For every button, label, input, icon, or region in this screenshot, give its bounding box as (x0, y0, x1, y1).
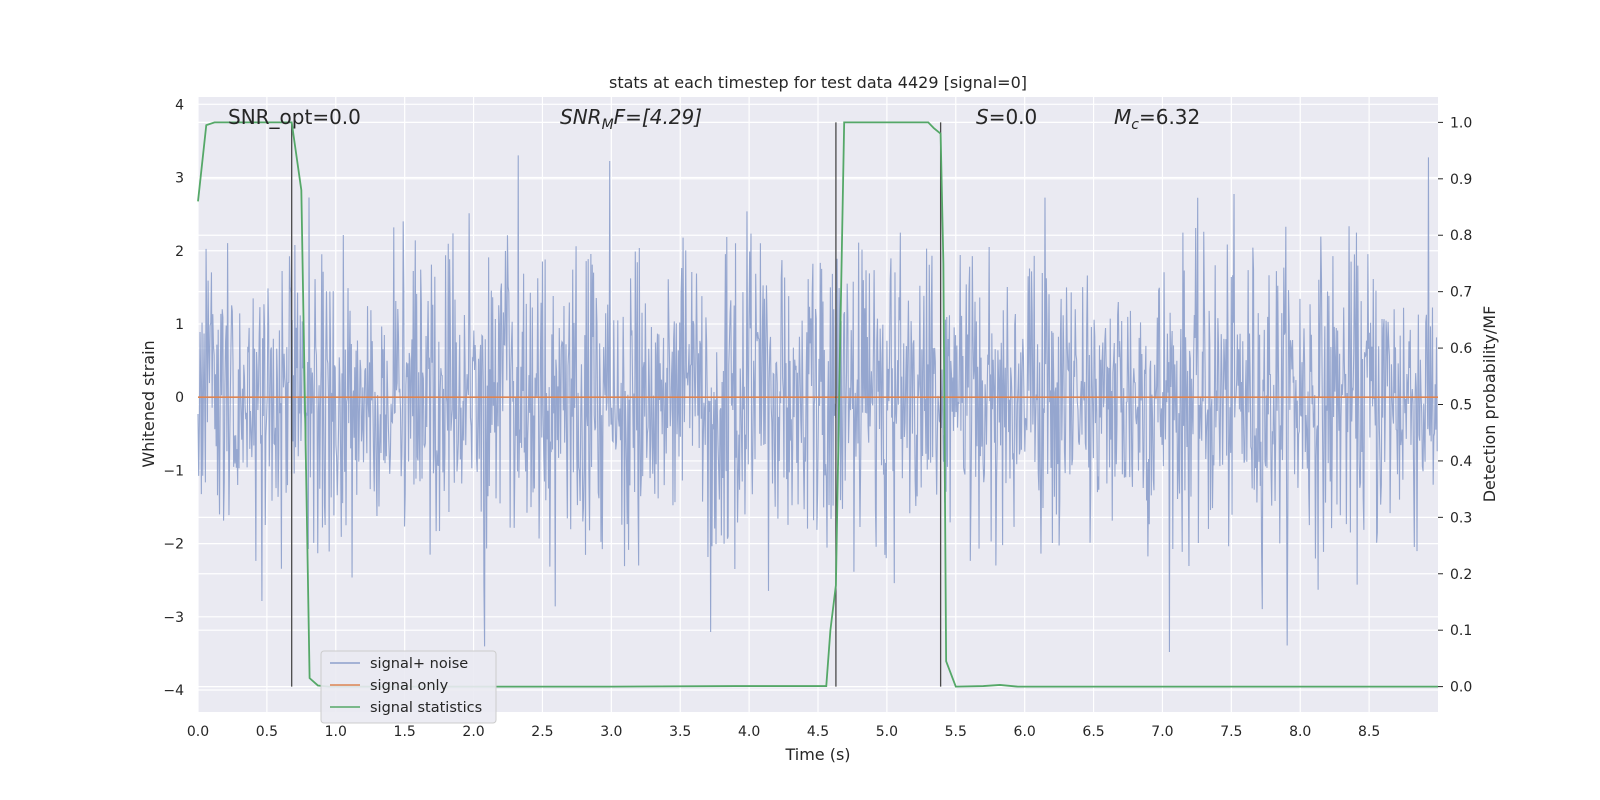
x-tick-label: 7.0 (1151, 724, 1173, 740)
x-tick-label: 2.0 (462, 724, 484, 740)
y-tick-label: 3 (175, 171, 184, 187)
y2-tick-label: 0.0 (1450, 680, 1472, 696)
annotation-snr-mf: SNRMF=[4.29] (560, 105, 702, 133)
x-axis-title: Time (s) (784, 745, 850, 764)
y2-axis-title: Detection probability/MF (1480, 306, 1499, 503)
legend-label-signal-only: signal only (370, 678, 449, 694)
annotation-snr-opt: SNR_opt=0.0 (228, 105, 361, 129)
vertical-markers (291, 122, 942, 687)
x-tick-label: 0.5 (256, 724, 278, 740)
x-tick-label: 5.0 (876, 724, 898, 740)
signal-noise-line (197, 155, 1438, 653)
x-tick-label: 1.0 (325, 724, 347, 740)
y2-tick-label: 1.0 (1450, 115, 1472, 131)
x-tick-label: 4.5 (807, 724, 829, 740)
y-tick-label: −2 (163, 537, 184, 553)
x-tick-label: 8.0 (1289, 724, 1311, 740)
y2-tick-label: 0.6 (1450, 341, 1472, 357)
y-tick-label: −1 (163, 463, 184, 479)
signal-statistics-line (197, 121, 1438, 688)
y-axis-title: Whitened strain (139, 340, 158, 467)
annotation-mc: Mc=6.32 (1114, 105, 1200, 133)
y-tick-label: 2 (175, 244, 184, 260)
y2-tick-label: 0.4 (1450, 454, 1472, 470)
y2-tick-label: 0.5 (1450, 398, 1472, 414)
legend: signal+ noise signal only signal statist… (320, 650, 497, 724)
x-tick-label: 6.5 (1082, 724, 1104, 740)
y2-tick-label: 0.9 (1450, 172, 1472, 188)
x-tick-label: 3.5 (669, 724, 691, 740)
y-tick-labels: −4 −3 −2 −1 0 1 2 3 4 (163, 97, 184, 699)
x-tick-label: 2.5 (531, 724, 553, 740)
signal-noise-series (197, 155, 1438, 653)
legend-box (320, 650, 497, 724)
y-tick-label: −4 (163, 683, 184, 699)
y-tick-label: −3 (163, 610, 184, 626)
legend-label-signal-statistics: signal statistics (370, 700, 482, 716)
annotation-s: S=0.0 (976, 105, 1037, 129)
y-tick-label: 1 (175, 317, 184, 333)
y2-tick-label: 0.1 (1450, 623, 1472, 639)
x-tick-label: 7.5 (1220, 724, 1242, 740)
x-tick-label: 0.0 (187, 724, 209, 740)
x-tick-label: 1.5 (394, 724, 416, 740)
y2-tick-label: 0.7 (1450, 285, 1472, 301)
x-tick-label: 3.0 (600, 724, 622, 740)
y-tick-label: 4 (175, 97, 184, 113)
x-tick-label: 8.5 (1358, 724, 1380, 740)
x-tick-label: 5.5 (945, 724, 967, 740)
y2-tick-label: 0.8 (1450, 228, 1472, 244)
chart-title: stats at each timestep for test data 442… (609, 73, 1027, 92)
y2-tick-labels: 0.0 0.1 0.2 0.3 0.4 0.5 0.6 0.7 0.8 0.9 1.0 (1438, 115, 1472, 696)
legend-label-noise: signal+ noise (370, 656, 468, 672)
y2-tick-label: 0.2 (1450, 567, 1472, 583)
y2-tick-label: 0.3 (1450, 510, 1472, 526)
signal-statistics-series (197, 121, 1438, 688)
x-tick-label: 4.0 (738, 724, 760, 740)
x-tick-labels: 0.0 0.5 1.0 1.5 2.0 2.5 3.0 3.5 4.0 4.5 5.0 5.5 6.0 6… (187, 724, 1380, 740)
x-tick-label: 6.0 (1014, 724, 1036, 740)
y-tick-label: 0 (175, 390, 184, 406)
